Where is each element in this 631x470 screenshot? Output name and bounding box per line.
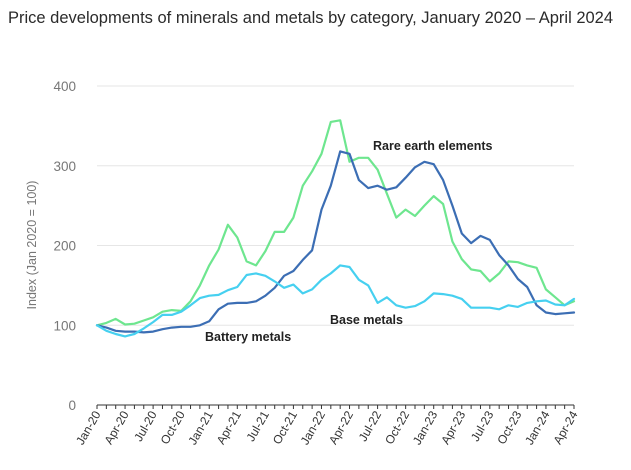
x-tick-label: Jul-21 [243, 408, 272, 444]
series-label-battery: Battery metals [205, 330, 291, 344]
chart-title: Price developments of minerals and metal… [8, 9, 614, 27]
x-tick-label: Jul-22 [356, 408, 385, 444]
x-tick-label: Apr-21 [214, 408, 244, 446]
y-tick-labels: 0 100 200 300 400 [53, 79, 76, 413]
x-tick-label: Jan-24 [522, 408, 553, 447]
series-line-battery-metals [95, 150, 576, 334]
y-axis-label: Index (Jan 2020 = 100) [25, 181, 39, 310]
x-tick-label: Apr-23 [438, 408, 468, 446]
series-line-rare-earth-elements [95, 119, 576, 327]
y-tick-label: 0 [68, 398, 76, 413]
y-tick-label: 200 [53, 239, 76, 254]
x-tick-label: Oct-20 [158, 408, 188, 446]
x-tick-label: Oct-23 [494, 408, 524, 446]
x-tick-label: Jul-20 [131, 408, 160, 444]
x-tick-label: Apr-22 [326, 408, 356, 446]
y-tick-label: 300 [53, 159, 76, 174]
series-label-base: Base metals [330, 313, 403, 327]
x-tick-label: Jan-21 [185, 408, 216, 447]
y-tick-label: 100 [53, 318, 76, 333]
x-tick-label: Oct-22 [382, 408, 412, 446]
series-line-base-metals [95, 264, 576, 338]
x-tick-label: Oct-21 [270, 408, 300, 446]
x-tick-label: Apr-20 [102, 408, 132, 446]
series-lines [95, 119, 576, 338]
y-tick-label: 400 [53, 79, 76, 94]
x-tick-label: Apr-24 [550, 408, 580, 446]
x-tick-label: Jul-23 [468, 408, 497, 444]
x-tick-label: Jan-23 [410, 408, 441, 447]
series-label-rare-earth: Rare earth elements [373, 139, 493, 153]
x-tick-label: Jan-22 [298, 408, 329, 447]
x-tick-label: Jan-20 [73, 408, 104, 447]
